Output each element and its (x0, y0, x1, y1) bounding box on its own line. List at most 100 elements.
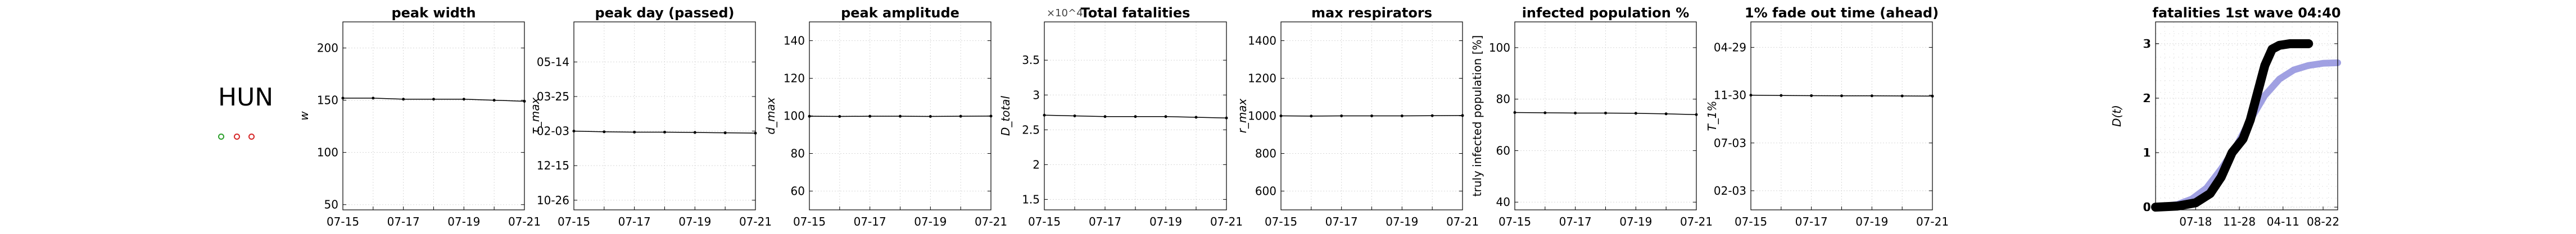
y-tick-label: 800 (1255, 147, 1276, 160)
chart-title: peak width (391, 5, 476, 21)
x-tick-label: 07-18 (2179, 215, 2212, 228)
data-point (1664, 112, 1668, 116)
y-tick-label: 03-25 (537, 90, 569, 103)
data-point (959, 114, 962, 118)
y-axis-label: τ_max (528, 98, 542, 135)
chart-title: infected population % (1522, 5, 1690, 21)
data-point (1164, 115, 1167, 118)
y-tick-label: 150 (317, 94, 338, 107)
y-tick-label: 1400 (1248, 34, 1276, 48)
data-point (432, 98, 435, 101)
y-tick-label: 80 (791, 147, 805, 160)
y-axis-label: D(t) (2110, 105, 2124, 127)
x-tick-label: 07-17 (1325, 215, 1358, 228)
panel-8: fatalities 1st wave 04:400123D(t)012307-… (2110, 5, 2341, 228)
y-tick-label: 40 (1496, 195, 1510, 209)
data-point (603, 130, 606, 134)
y-tick-label: 3 (2144, 37, 2151, 51)
y-tick-label: 0 (2144, 200, 2151, 214)
data-point (1810, 94, 1813, 97)
y-tick-label: 1.5 (1022, 192, 1040, 206)
y-tick-label: 3 (1033, 88, 1040, 102)
x-tick-label: 07-21 (1210, 215, 1243, 228)
data-point (1400, 114, 1404, 117)
x-tick-label: 07-15 (1498, 215, 1531, 228)
data-point (1543, 111, 1547, 114)
x-tick-label: 07-15 (1265, 215, 1297, 228)
data-point (868, 114, 872, 118)
panel-1: peak width 50 100 150 200 w 07-15 07-17 07-19 07-… (297, 5, 541, 228)
data-point (1870, 94, 1873, 98)
data-point (1134, 115, 1137, 118)
panel-3: peak amplitude 60 80 100 120 140 d_max 07-15 07-… (764, 5, 1007, 228)
x-tick-label: 07-17 (1559, 215, 1592, 228)
x-tick-label: 07-19 (1855, 215, 1888, 228)
data-point (1073, 114, 1076, 117)
x-tick-label: 11-28 (2223, 215, 2256, 228)
y-tick-label: 1 (2144, 146, 2151, 159)
x-tick-label: 07-15 (327, 215, 359, 228)
data-point (899, 114, 902, 118)
data-point (1900, 94, 1904, 98)
red-circle-marker-1 (234, 134, 240, 140)
plot-frame (809, 21, 992, 210)
data-point (402, 98, 405, 101)
x-tick-label: 07-19 (914, 215, 947, 228)
y-tick-label: 11-30 (1714, 89, 1746, 102)
y-tick-label: 140 (784, 34, 805, 48)
x-tick-label: 07-19 (678, 215, 711, 228)
data-point (929, 115, 932, 118)
country-markers (218, 134, 269, 145)
y-tick-label: 80 (1496, 93, 1510, 106)
chart-title: fatalities 1st wave 04:40 (2152, 5, 2340, 21)
panel-2: peak day (passed) 10-26 12-15 02-03 03-25 05-… (528, 5, 772, 228)
y-tick-label: 1200 (1248, 72, 1276, 85)
y-tick-label: 07-03 (1714, 136, 1746, 150)
panel-7: 1% fade out time (ahead) 02-03 07-03 11-30 0… (1705, 5, 1949, 228)
y-tick-label: 2 (1033, 158, 1040, 171)
x-tick-label: 07-21 (1680, 215, 1713, 228)
x-tick-label: 07-21 (1916, 215, 1949, 228)
chart-title: peak amplitude (841, 5, 959, 21)
data-point (1840, 94, 1843, 98)
green-circle-marker (218, 134, 224, 140)
data-point (1604, 111, 1607, 114)
chart-title: 1% fade out time (ahead) (1745, 5, 1939, 21)
y-tick-label: 04-29 (1714, 40, 1746, 54)
data-point (633, 130, 636, 134)
y-axis-label: w (297, 111, 311, 121)
plot-frame (573, 21, 756, 210)
x-tick-label: 07-17 (1795, 215, 1828, 228)
y-tick-label: 02-03 (1714, 184, 1746, 198)
chart-title: Total fatalities (1081, 5, 1190, 21)
plot-frame (1514, 21, 1697, 210)
y-axis-label: r_max (1235, 98, 1249, 133)
panel-5: max respirators 600 800 1000 1200 1400 r_max 07… (1235, 5, 1479, 228)
y-axis-label: d_max (764, 97, 777, 134)
y-tick-label: 02-03 (537, 125, 569, 138)
data-point (1634, 112, 1637, 115)
data-point (1370, 114, 1373, 117)
y-tick-label: 12-15 (537, 159, 569, 172)
plot-frame (342, 21, 525, 210)
data-point (663, 130, 666, 134)
y-tick-label: 200 (317, 42, 338, 55)
y-tick-label: 0 (2143, 200, 2150, 214)
plot-frame (1750, 21, 1933, 210)
y-tick-label: 10-26 (537, 194, 569, 207)
data-point (1430, 114, 1434, 117)
y-tick-label: 3.5 (1022, 53, 1040, 67)
x-tick-label: 07-21 (975, 215, 1007, 228)
x-tick-label: 07-15 (558, 215, 590, 228)
x-tick-label: 07-21 (739, 215, 772, 228)
data-point (372, 97, 375, 100)
y-tick-label: 2 (2143, 91, 2150, 105)
red-circle-marker-2 (248, 134, 255, 140)
y-tick-label: 100 (1489, 41, 1510, 54)
y-tick-label: 1 (2143, 146, 2150, 159)
x-tick-label: 07-17 (618, 215, 651, 228)
data-point (838, 115, 841, 118)
x-tick-label: 07-15 (793, 215, 826, 228)
x-tick-label: 07-19 (1149, 215, 1182, 228)
